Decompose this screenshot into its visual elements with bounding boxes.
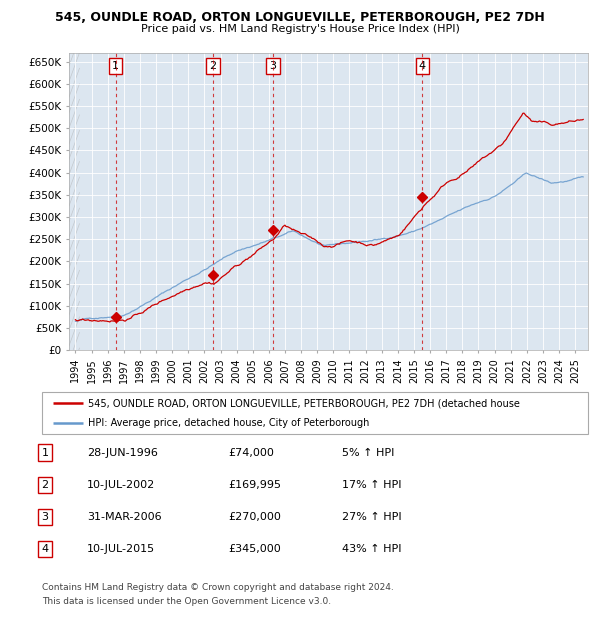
Text: 17% ↑ HPI: 17% ↑ HPI (342, 480, 401, 490)
Text: 10-JUL-2015: 10-JUL-2015 (87, 544, 155, 554)
Text: 1: 1 (112, 61, 119, 71)
Text: 2: 2 (209, 61, 217, 71)
Text: 3: 3 (269, 61, 277, 71)
Text: Price paid vs. HM Land Registry's House Price Index (HPI): Price paid vs. HM Land Registry's House … (140, 24, 460, 33)
Text: 3: 3 (41, 512, 49, 522)
Text: £270,000: £270,000 (228, 512, 281, 522)
Text: 43% ↑ HPI: 43% ↑ HPI (342, 544, 401, 554)
Text: 2: 2 (41, 480, 49, 490)
Text: £74,000: £74,000 (228, 448, 274, 458)
Text: 545, OUNDLE ROAD, ORTON LONGUEVILLE, PETERBOROUGH, PE2 7DH (detached house: 545, OUNDLE ROAD, ORTON LONGUEVILLE, PET… (88, 398, 520, 408)
Text: Contains HM Land Registry data © Crown copyright and database right 2024.: Contains HM Land Registry data © Crown c… (42, 583, 394, 592)
Text: £345,000: £345,000 (228, 544, 281, 554)
Text: 28-JUN-1996: 28-JUN-1996 (87, 448, 158, 458)
Text: 27% ↑ HPI: 27% ↑ HPI (342, 512, 401, 522)
Text: 31-MAR-2006: 31-MAR-2006 (87, 512, 161, 522)
Text: 5% ↑ HPI: 5% ↑ HPI (342, 448, 394, 458)
Text: 545, OUNDLE ROAD, ORTON LONGUEVILLE, PETERBOROUGH, PE2 7DH: 545, OUNDLE ROAD, ORTON LONGUEVILLE, PET… (55, 11, 545, 24)
Text: HPI: Average price, detached house, City of Peterborough: HPI: Average price, detached house, City… (88, 418, 370, 428)
Text: 4: 4 (41, 544, 49, 554)
Text: 1: 1 (41, 448, 49, 458)
Text: 4: 4 (419, 61, 426, 71)
Text: £169,995: £169,995 (228, 480, 281, 490)
Text: This data is licensed under the Open Government Licence v3.0.: This data is licensed under the Open Gov… (42, 597, 331, 606)
Text: 10-JUL-2002: 10-JUL-2002 (87, 480, 155, 490)
